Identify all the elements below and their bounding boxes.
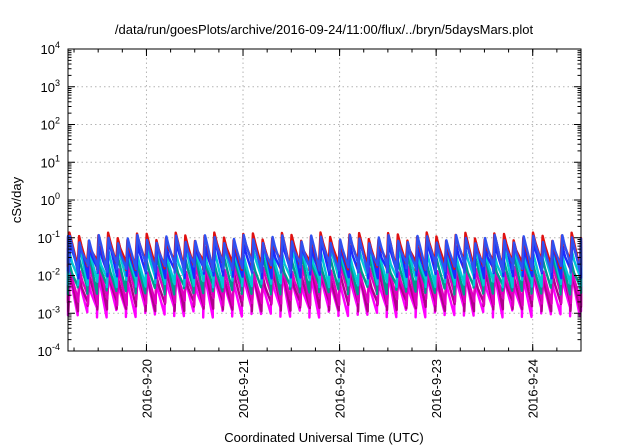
x-axis-label: Coordinated Universal Time (UTC) (224, 430, 423, 445)
x-tick-label: 2016-9-21 (236, 359, 251, 418)
x-tick-label: 2016-9-23 (429, 359, 444, 418)
y-tick-label: 100 (41, 191, 60, 208)
y-tick-label: 103 (41, 78, 60, 95)
y-tick-label: 10-3 (38, 304, 60, 321)
series-line-8 (66, 233, 583, 274)
chart-title: /data/run/goesPlots/archive/2016-09-24/1… (115, 22, 534, 37)
y-axis-label: cSv/day (9, 176, 24, 223)
y-tick-label: 101 (41, 153, 60, 170)
series-line-3 (66, 262, 583, 307)
x-tick-label: 2016-9-24 (526, 359, 541, 418)
x-tick-label: 2016-9-22 (333, 359, 348, 418)
y-tick-label: 102 (41, 116, 60, 133)
y-tick-label: 104 (41, 40, 60, 57)
x-axis-ticks: 2016-9-20 2016-9-21 2016-9-22 2016-9-23 2016… (73, 49, 558, 418)
y-tick-label: 10-4 (38, 342, 60, 359)
y-tick-label: 10-1 (38, 229, 60, 246)
y-axis-ticks: 10-4 10-3 10-2 10-1 100 101 102 103 104 (38, 40, 581, 359)
series-lines (66, 231, 583, 319)
x-tick-label: 2016-9-20 (139, 359, 154, 418)
y-tick-label: 10-2 (38, 267, 60, 284)
